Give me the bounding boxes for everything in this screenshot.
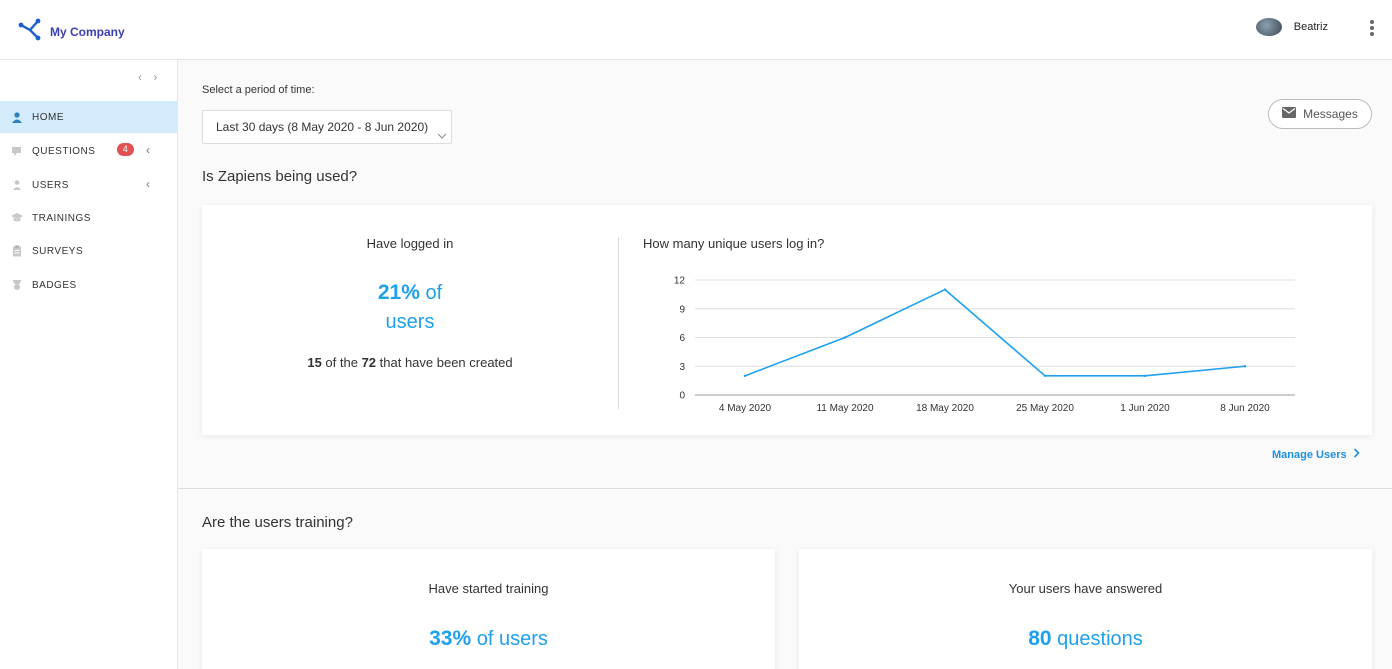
chart-title: How many unique users log in? [643, 236, 825, 251]
chart-x-tick-label: 4 May 2020 [719, 403, 772, 414]
questions-answered-card: Your users have answered 80 questions [799, 549, 1372, 669]
period-label: Select a period of time: [202, 84, 315, 96]
chart-y-tick-label: 9 [679, 304, 685, 315]
person-icon [10, 178, 24, 192]
card-divider [618, 237, 619, 409]
usage-section-title: Is Zapiens being used? [202, 168, 358, 185]
company-name: My Company [50, 24, 125, 39]
chart-data-point [1243, 365, 1247, 368]
section-divider [178, 488, 1392, 489]
chat-icon [10, 144, 24, 158]
chart-data-point [1043, 374, 1047, 378]
avatar[interactable] [1255, 18, 1282, 36]
sidebar-item-label: HOME [32, 111, 64, 123]
training-started-stat: 33% of users [202, 624, 775, 654]
chart-x-tick-label: 25 May 2020 [1016, 403, 1074, 414]
chart-x-tick-label: 11 May 2020 [816, 403, 874, 414]
sidebar-item-label: BADGES [32, 279, 77, 291]
logged-in-total: 72 [361, 355, 377, 370]
chart-data-point [743, 374, 747, 378]
logged-in-detail: 15 of the 72 that have been created [202, 355, 618, 370]
sidebar-item-home[interactable]: HOME [0, 101, 177, 133]
logged-in-title: Have logged in [366, 236, 454, 251]
sidebar-item-trainings[interactable]: TRAININGS [0, 202, 177, 234]
chart-data-point [943, 288, 947, 291]
sidebar: ‹ › HOME QUESTIONS 4 ‹ USERS ‹ TRAININGS… [0, 60, 178, 669]
logged-in-percent-value: 21% [377, 281, 420, 304]
chevron-left-icon[interactable]: ‹ [146, 177, 151, 191]
badge-icon [10, 278, 24, 292]
logged-in-unit: users [385, 311, 435, 333]
sidebar-item-label: SURVEYS [32, 245, 84, 257]
training-section-title: Are the users training? [202, 514, 353, 531]
home-user-icon [10, 110, 24, 124]
chart-y-tick-label: 6 [679, 333, 685, 344]
training-started-card: Have started training 33% of users [202, 549, 775, 669]
sidebar-item-label: USERS [32, 179, 69, 191]
sidebar-collapse-toggle[interactable]: ‹ › [138, 70, 162, 84]
main-content: Select a period of time: Last 30 days (8… [178, 60, 1392, 669]
messages-button[interactable]: Messages [1268, 99, 1372, 129]
sidebar-item-surveys[interactable]: SURVEYS [0, 235, 177, 267]
notification-badge: 4 [117, 143, 134, 156]
questions-answered-suffix: questions [1051, 628, 1143, 650]
company-logo-icon [18, 16, 42, 47]
chevron-left-icon[interactable]: ‹ [146, 143, 151, 157]
envelope-icon [1282, 107, 1297, 121]
sidebar-item-users[interactable]: USERS ‹ [0, 169, 177, 201]
clipboard-icon [10, 244, 24, 258]
brand[interactable]: My Company [18, 16, 125, 47]
manage-users-label: Manage Users [1272, 448, 1347, 461]
chart-x-tick-label: 1 Jun 2020 [1120, 403, 1170, 414]
sidebar-item-label: TRAININGS [32, 212, 91, 224]
unique-logins-chart: 0 3 6 9 12 4 May 2020 11 May 2020 18 May 2020 25… [674, 276, 1295, 414]
logged-in-count: 15 [307, 355, 322, 370]
logged-in-percent: 21% of users [202, 278, 618, 337]
chevron-down-icon [437, 121, 447, 139]
training-started-title: Have started training [428, 581, 549, 596]
questions-answered-stat: 80 questions [799, 624, 1372, 654]
chart-y-tick-label: 12 [674, 276, 686, 287]
chart-x-tick-label: 18 May 2020 [916, 403, 974, 414]
chart-data-point [843, 336, 847, 339]
period-select[interactable]: Last 30 days (8 May 2020 - 8 Jun 2020) [202, 110, 452, 144]
top-bar: My Company Beatriz [0, 0, 1392, 60]
chart-y-tick-label: 0 [679, 391, 685, 402]
chart-series-line [744, 288, 1246, 377]
chevron-right-icon [1353, 448, 1360, 461]
questions-answered-count: 80 [1028, 627, 1052, 650]
graduation-cap-icon [10, 211, 24, 225]
messages-label: Messages [1303, 107, 1358, 121]
period-select-value: Last 30 days (8 May 2020 - 8 Jun 2020) [216, 120, 429, 134]
logged-in-percent-suffix: of [419, 282, 443, 304]
sidebar-item-label: QUESTIONS [32, 145, 96, 157]
logged-in-suffix: that have been created [376, 355, 513, 370]
sidebar-item-questions[interactable]: QUESTIONS 4 ‹ [0, 135, 177, 167]
user-menu[interactable]: Beatriz [1255, 18, 1328, 36]
training-started-suffix: of users [471, 628, 548, 650]
chart-y-tick-label: 3 [679, 362, 685, 373]
chart-data-point [1143, 374, 1147, 378]
user-name: Beatriz [1293, 21, 1328, 33]
usage-card: Have logged in 21% of users 15 of the 72… [202, 205, 1372, 435]
more-options-icon[interactable] [1368, 18, 1376, 38]
logged-in-of-the: of the [321, 355, 362, 370]
questions-answered-title: Your users have answered [1008, 581, 1163, 596]
chart-x-tick-label: 8 Jun 2020 [1220, 403, 1270, 414]
sidebar-item-badges[interactable]: BADGES [0, 269, 177, 301]
manage-users-link[interactable]: Manage Users [1272, 448, 1360, 461]
training-started-percent: 33% [429, 627, 472, 650]
